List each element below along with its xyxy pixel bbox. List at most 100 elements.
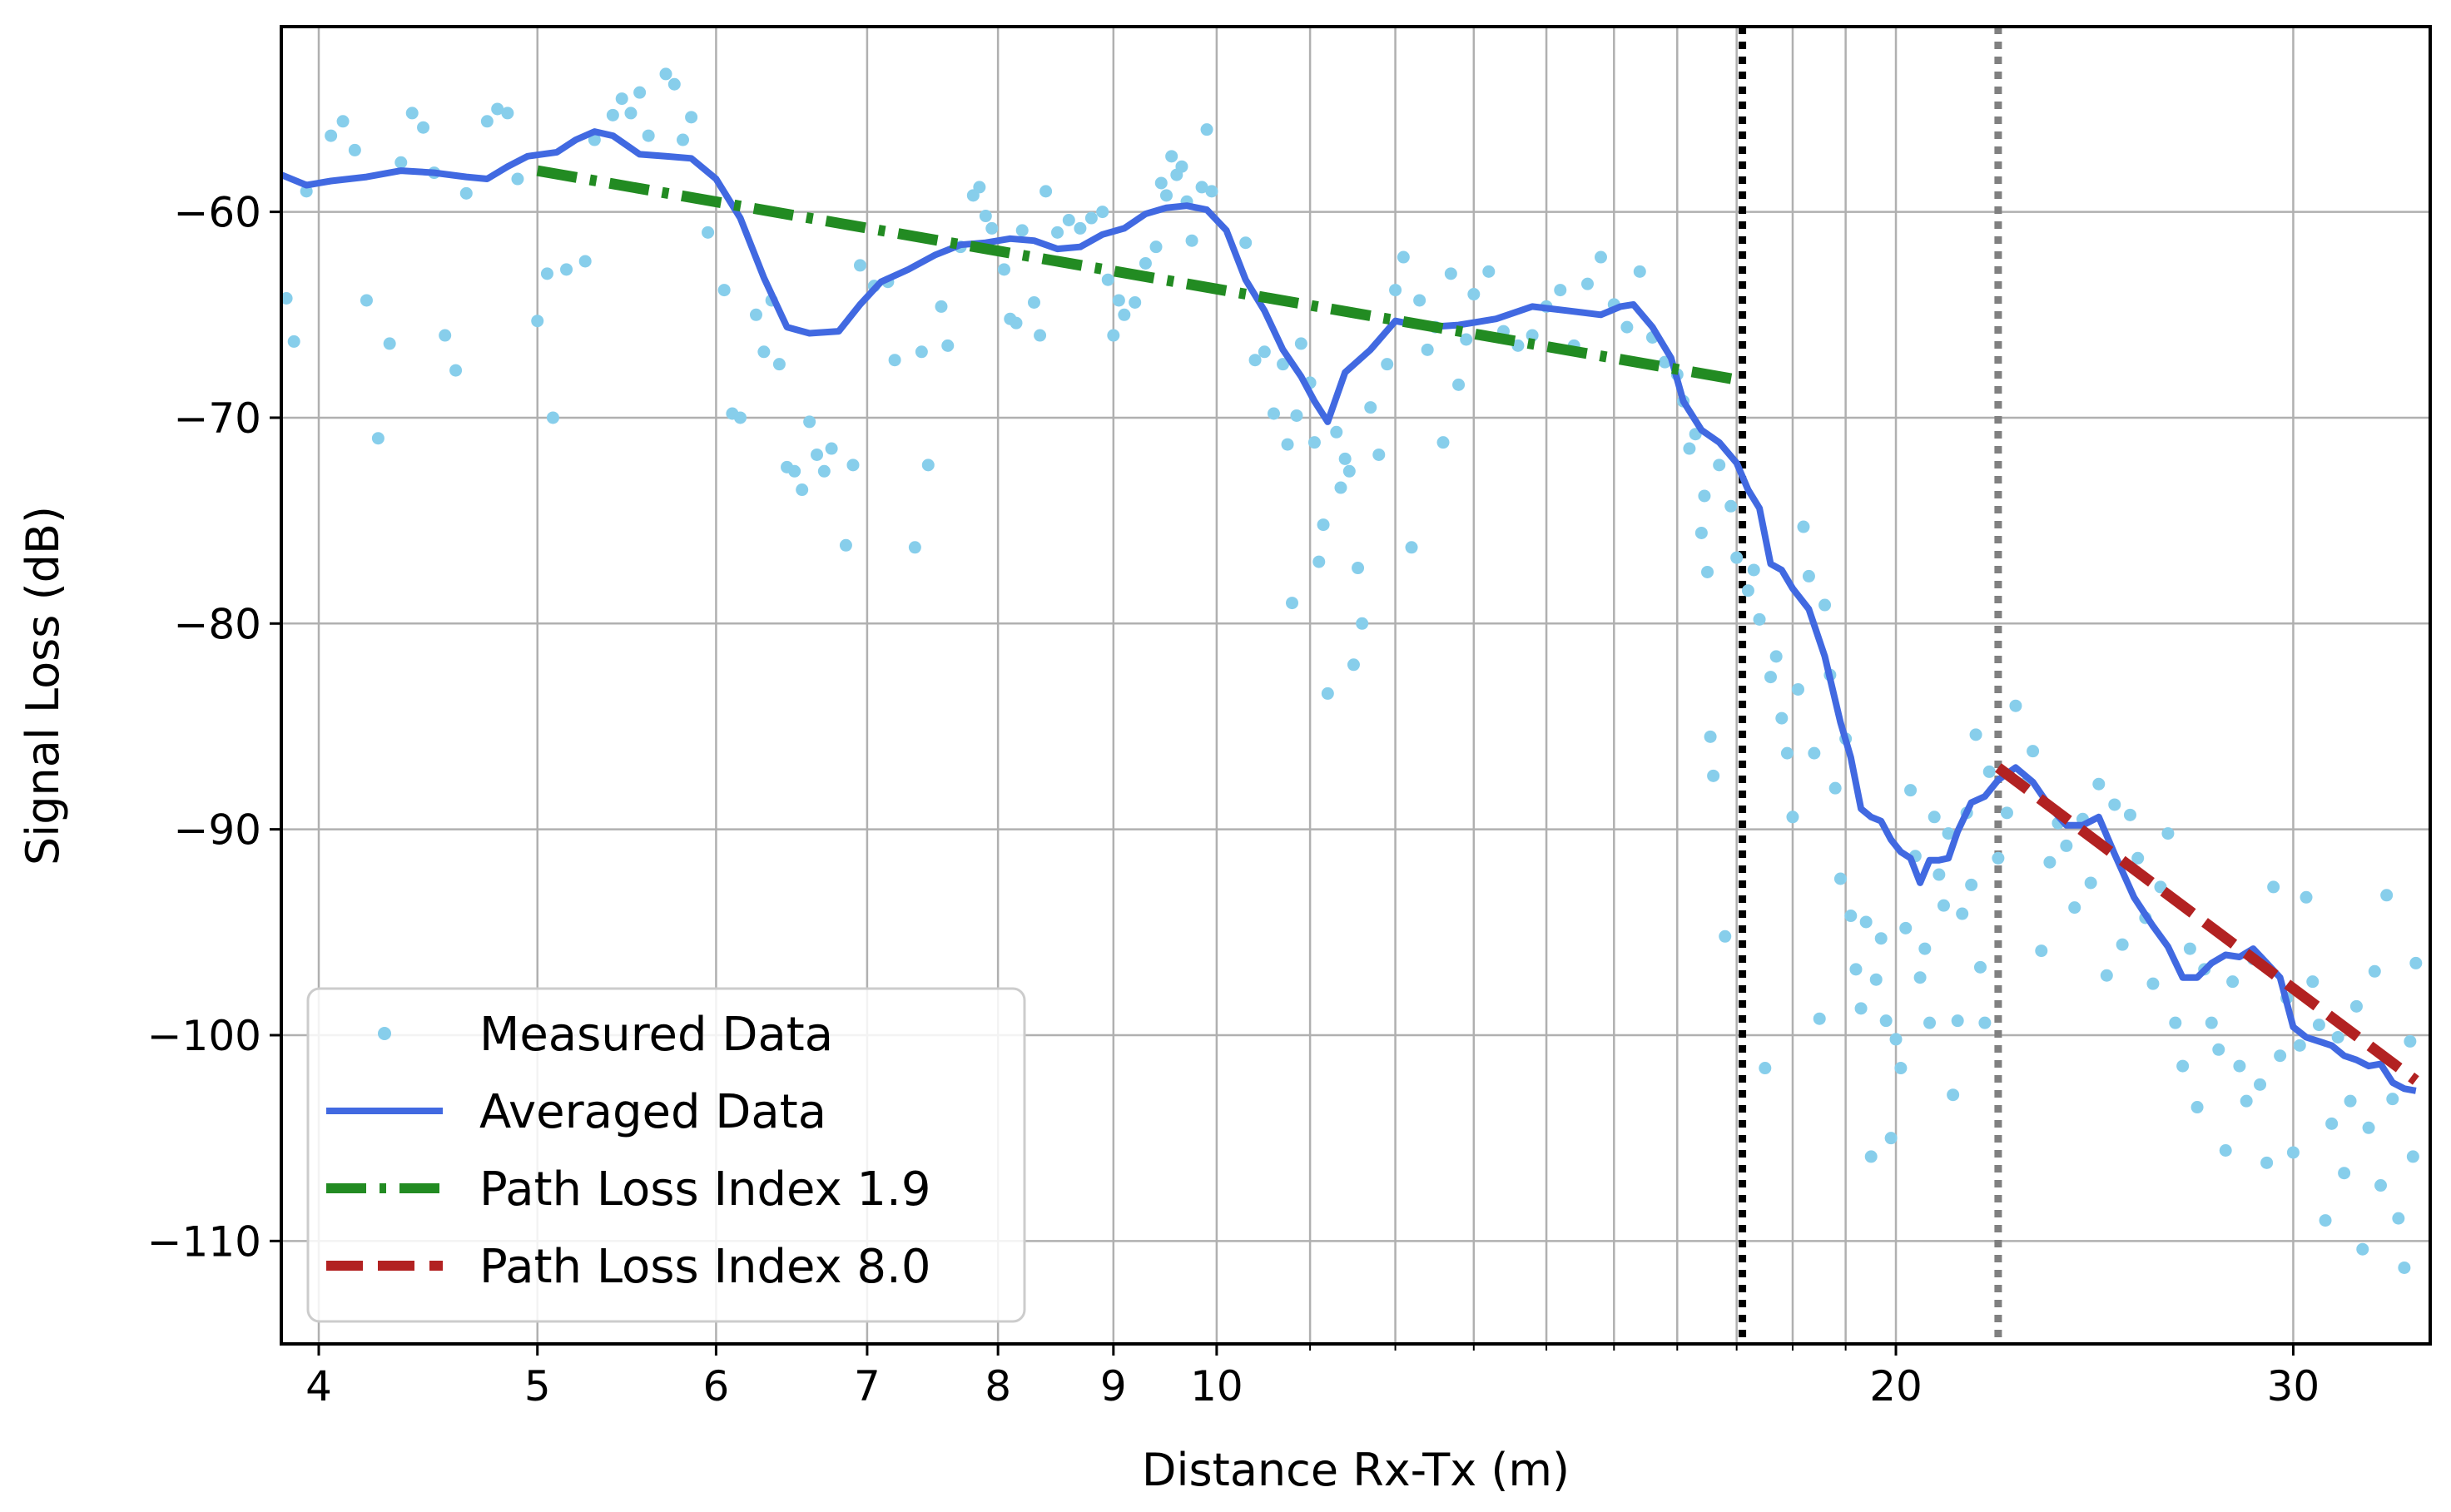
measured-data-point <box>2212 1043 2225 1056</box>
measured-data-point <box>1633 265 1646 278</box>
measured-data-point <box>997 263 1010 276</box>
measured-data-point <box>1724 499 1738 513</box>
measured-data-point <box>1864 1150 1878 1163</box>
measured-data-point <box>1982 765 1996 778</box>
measured-data-point <box>1759 1062 1772 1075</box>
measured-data-point <box>1869 973 1883 986</box>
measured-data-point <box>1978 1016 1992 1029</box>
measured-data-point <box>1338 452 1352 465</box>
measured-data-point <box>2362 1121 2375 1134</box>
measured-data-point <box>2191 1101 2204 1114</box>
measured-data-point <box>717 284 731 297</box>
measured-data-point <box>1844 910 1858 923</box>
measured-data-point <box>1951 1014 1964 1028</box>
measured-data-point <box>2043 855 2057 869</box>
measured-data-point <box>1312 555 1326 568</box>
measured-data-point <box>839 538 852 552</box>
measured-data-point <box>578 255 592 268</box>
measured-data-point <box>1444 267 1457 280</box>
measured-data-point <box>1874 932 1888 945</box>
x-tick-label: 8 <box>985 1362 1011 1410</box>
measured-data-point <box>985 221 999 235</box>
x-tick-label: 10 <box>1190 1362 1243 1410</box>
measured-data-point <box>1813 1012 1826 1025</box>
measured-data-point <box>2205 1016 2218 1029</box>
measured-data-point <box>788 464 801 478</box>
measured-data-point <box>1452 378 1466 391</box>
measured-data-point <box>511 172 524 186</box>
measured-data-point <box>1347 658 1360 672</box>
measured-data-point <box>811 448 824 461</box>
measured-data-point <box>2116 938 2129 951</box>
plot-frame <box>280 25 2432 1346</box>
measured-data-point <box>2183 942 2196 955</box>
measured-data-point <box>2154 880 2167 894</box>
measured-data-point <box>394 156 408 169</box>
measured-data-point <box>1334 481 1347 494</box>
measured-data-point <box>501 107 514 120</box>
measured-data-point <box>772 358 786 371</box>
measured-data-point <box>908 541 921 554</box>
measured-data-point <box>1889 1033 1903 1046</box>
measured-data-point <box>1594 250 1607 264</box>
reference-lines <box>1739 27 2002 1344</box>
grid <box>281 27 2430 1344</box>
measured-data-point <box>1129 295 1142 309</box>
measured-data-point <box>2398 1261 2411 1274</box>
measured-data-point <box>2100 969 2113 982</box>
measured-data-point <box>1281 438 1294 451</box>
measured-data-point <box>1764 671 1778 684</box>
measured-data-point <box>439 329 452 342</box>
measured-data-point <box>624 107 638 120</box>
measured-data-point <box>1015 224 1029 237</box>
measured-data-point <box>2331 1030 2344 1044</box>
measured-data-point <box>2254 1078 2267 1091</box>
measured-data-point <box>1039 185 1053 198</box>
measured-data-point <box>1010 316 1023 330</box>
measured-data-point <box>336 115 350 128</box>
measured-data-point <box>1149 240 1163 254</box>
legend-label: Measured Data <box>479 1008 833 1062</box>
measured-data-point <box>2404 1034 2417 1048</box>
measured-data-point <box>1101 273 1114 286</box>
measured-data-point <box>1741 584 1754 597</box>
measured-data-point <box>1107 329 1120 342</box>
measured-data-point <box>1786 811 1799 824</box>
measured-data-point <box>1854 1002 1868 1015</box>
x-tick-label: 4 <box>305 1362 332 1410</box>
measured-data-point <box>1290 409 1303 422</box>
measured-data-point <box>1352 562 1365 575</box>
measured-data-point <box>2027 745 2040 758</box>
measured-data-point <box>360 294 373 307</box>
measured-data-point <box>2035 944 2048 958</box>
x-tick-label: 30 <box>2267 1362 2320 1410</box>
measured-data-point <box>1965 878 1978 891</box>
measured-data-point <box>1034 329 1047 342</box>
measured-data-point <box>1933 868 1946 881</box>
measured-data-point <box>531 315 544 328</box>
measured-data-point <box>825 442 838 455</box>
measured-data-point <box>1074 221 1087 235</box>
measured-data-point <box>935 300 948 313</box>
measured-data-point <box>2325 1117 2339 1130</box>
measured-data-point <box>1342 464 1356 478</box>
measured-data-point <box>1802 569 1815 582</box>
measured-data-point <box>1791 682 1804 696</box>
measured-data-point <box>1286 597 1299 610</box>
measured-data-point <box>2312 1019 2325 1032</box>
measured-data-point <box>853 259 866 272</box>
measured-data-point <box>1413 294 1426 307</box>
measured-data-point <box>2161 827 2175 840</box>
measured-data-point <box>325 129 338 142</box>
measured-data-point <box>2338 1167 2351 1180</box>
measured-data-point <box>2131 851 2145 865</box>
measured-data-point <box>1267 407 1280 420</box>
measured-data-point <box>1937 899 1950 912</box>
measured-data-point <box>846 459 860 472</box>
measured-data-point <box>2300 890 2313 904</box>
measured-data-point <box>1808 746 1821 760</box>
measured-data-point <box>2406 1150 2419 1163</box>
measured-data-point <box>659 67 672 81</box>
measured-data-point <box>1482 265 1496 278</box>
measured-data-point <box>2374 1179 2388 1192</box>
